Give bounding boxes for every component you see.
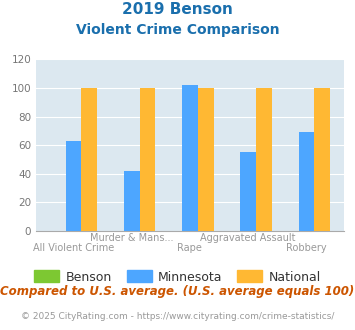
Bar [124, 171, 140, 231]
Text: Aggravated Assault: Aggravated Assault [201, 233, 296, 243]
Bar [140, 88, 155, 231]
Text: © 2025 CityRating.com - https://www.cityrating.com/crime-statistics/: © 2025 CityRating.com - https://www.city… [21, 312, 334, 321]
Text: Violent Crime Comparison: Violent Crime Comparison [76, 23, 279, 37]
Text: All Violent Crime: All Violent Crime [33, 243, 114, 252]
Text: 2019 Benson: 2019 Benson [122, 2, 233, 16]
Bar [299, 132, 314, 231]
Bar [66, 141, 81, 231]
Text: Compared to U.S. average. (U.S. average equals 100): Compared to U.S. average. (U.S. average … [0, 285, 355, 298]
Text: Robbery: Robbery [286, 243, 327, 252]
Text: Murder & Mans...: Murder & Mans... [90, 233, 173, 243]
Bar [256, 88, 272, 231]
Bar [314, 88, 330, 231]
Bar [81, 88, 97, 231]
Bar [198, 88, 213, 231]
Text: Rape: Rape [178, 243, 202, 252]
Bar [240, 152, 256, 231]
Bar [182, 85, 198, 231]
Legend: Benson, Minnesota, National: Benson, Minnesota, National [29, 265, 326, 288]
